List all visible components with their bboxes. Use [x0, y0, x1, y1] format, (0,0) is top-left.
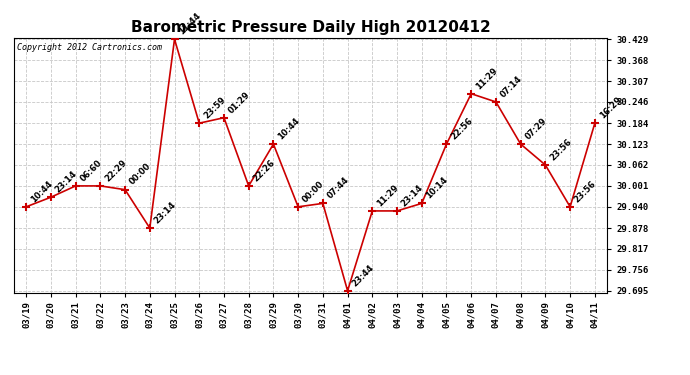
Text: 23:14: 23:14: [54, 169, 79, 195]
Text: 23:44: 23:44: [351, 263, 375, 288]
Text: 10:44: 10:44: [276, 116, 302, 141]
Text: 10:14: 10:14: [424, 176, 450, 201]
Text: 07:14: 07:14: [499, 74, 524, 99]
Text: 22:56: 22:56: [449, 116, 475, 141]
Text: 22:26: 22:26: [251, 158, 277, 183]
Text: 01:29: 01:29: [227, 90, 252, 115]
Text: 23:56: 23:56: [573, 179, 598, 204]
Text: 11:29: 11:29: [375, 183, 400, 208]
Text: 10:44: 10:44: [29, 179, 55, 204]
Text: 07:44: 07:44: [326, 176, 351, 201]
Text: Copyright 2012 Cartronics.com: Copyright 2012 Cartronics.com: [17, 43, 161, 52]
Text: 22:29: 22:29: [103, 158, 128, 183]
Text: 11:29: 11:29: [474, 66, 500, 91]
Text: 23:59: 23:59: [202, 95, 227, 120]
Text: 11:44: 11:44: [177, 11, 203, 36]
Text: 23:14: 23:14: [152, 200, 178, 225]
Text: 16:29: 16:29: [598, 95, 623, 120]
Text: 23:14: 23:14: [400, 183, 425, 208]
Text: 07:29: 07:29: [524, 116, 549, 141]
Text: 00:00: 00:00: [128, 162, 153, 187]
Text: 00:00: 00:00: [301, 179, 326, 204]
Title: Barometric Pressure Daily High 20120412: Barometric Pressure Daily High 20120412: [130, 20, 491, 35]
Text: 06:60: 06:60: [79, 158, 103, 183]
Text: 23:56: 23:56: [548, 137, 573, 162]
